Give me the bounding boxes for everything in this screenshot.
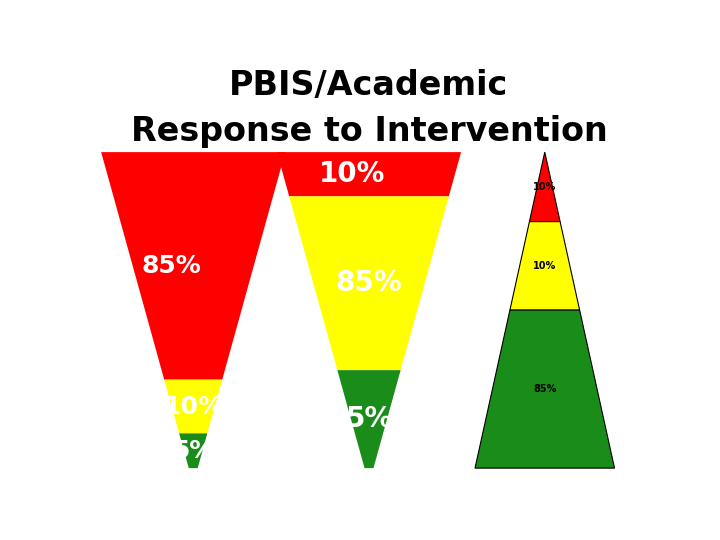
Polygon shape <box>289 197 449 370</box>
Polygon shape <box>510 221 580 310</box>
Text: 85%: 85% <box>533 384 557 394</box>
Polygon shape <box>101 152 285 380</box>
Polygon shape <box>475 310 615 468</box>
Polygon shape <box>529 152 560 221</box>
Text: 10%: 10% <box>319 160 385 188</box>
Text: 10%: 10% <box>533 261 557 271</box>
Text: 5%: 5% <box>172 438 215 463</box>
Text: 5%: 5% <box>346 405 392 433</box>
Text: 10%: 10% <box>163 395 223 418</box>
Text: 10%: 10% <box>533 182 557 192</box>
Polygon shape <box>338 370 400 468</box>
Polygon shape <box>277 152 461 197</box>
Polygon shape <box>179 434 207 468</box>
Text: PBIS/Academic: PBIS/Academic <box>230 69 508 102</box>
Text: Response to Intervention: Response to Intervention <box>130 114 608 148</box>
Text: 85%: 85% <box>336 269 402 297</box>
Text: 85%: 85% <box>141 254 201 278</box>
Polygon shape <box>164 380 222 434</box>
